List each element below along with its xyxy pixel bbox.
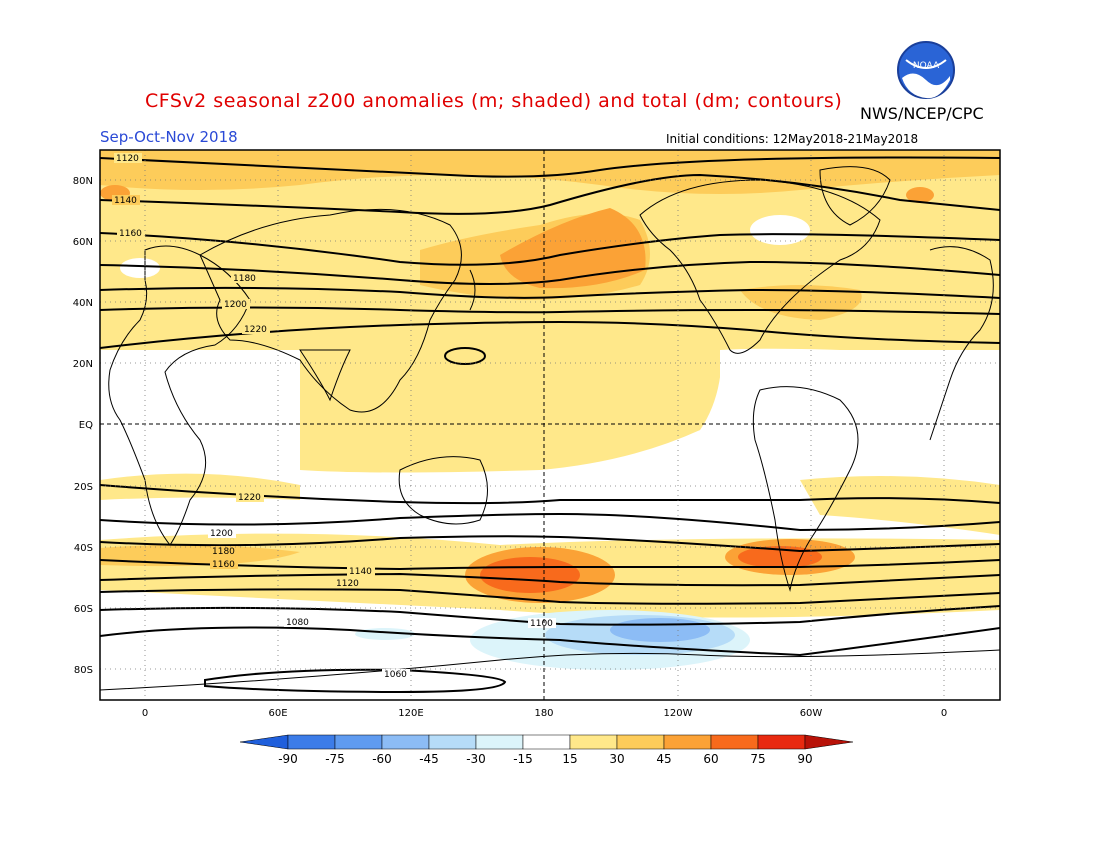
contour-label: 1120	[116, 154, 139, 164]
lat-label: 40S	[74, 543, 93, 554]
colorbar-tick-label: -60	[372, 752, 392, 766]
colorbar-swatch	[663, 734, 712, 750]
lat-label: 80S	[74, 665, 93, 676]
colorbar-tick-label: 90	[797, 752, 812, 766]
contour-label: 1220	[244, 325, 267, 335]
lon-label: 60E	[268, 708, 287, 719]
contour-label: 1100	[530, 619, 553, 629]
colorbar-tick-label: 60	[703, 752, 718, 766]
anomaly-polar-band	[100, 150, 1000, 194]
contour-label: 1060	[384, 670, 407, 680]
lon-label: 0	[941, 708, 947, 719]
colorbar-swatch	[381, 734, 430, 750]
colorbar-arrow-right	[804, 734, 854, 750]
lat-label: EQ	[79, 420, 93, 431]
contour-label-group: 1120 1140 1160 1180 1200 1220 1220 1200 …	[112, 153, 556, 680]
lon-label: 0	[142, 708, 148, 719]
contour-label: 1180	[233, 274, 256, 284]
contour-label: 1140	[349, 567, 372, 577]
lat-axis: 80N 60N 40N 20N EQ 20S 40S 60S 80S	[73, 176, 93, 676]
initial-conditions-label: Initial conditions: 12May2018-21May2018	[666, 132, 919, 146]
colorbar-tick-label: -75	[325, 752, 345, 766]
colorbar-tick-label: 75	[750, 752, 765, 766]
lat-label: 20N	[73, 359, 93, 370]
noaa-logo-icon: NOAA	[897, 41, 955, 99]
colorbar-tick-label: -45	[419, 752, 439, 766]
lat-label: 80N	[73, 176, 93, 187]
colorbar-swatch	[287, 734, 336, 750]
chart-title: CFSv2 seasonal z200 anomalies (m; shaded…	[145, 90, 843, 112]
lat-lon-grid	[100, 150, 1000, 700]
contour-label: 1080	[286, 618, 309, 628]
lon-label: 60W	[800, 708, 823, 719]
lon-axis: 0 60E 120E 180 120W 60W 0	[142, 708, 947, 719]
season-label: Sep-Oct-Nov 2018	[100, 128, 238, 146]
colorbar-tick-label: 45	[656, 752, 671, 766]
lat-label: 20S	[74, 482, 93, 493]
colorbar-swatch	[569, 734, 618, 750]
contour-label: 1140	[114, 196, 137, 206]
colorbar-tick-label: -15	[513, 752, 533, 766]
colorbar-swatch	[710, 734, 759, 750]
colorbar-swatch	[616, 734, 665, 750]
lat-label: 60S	[74, 604, 93, 615]
colorbar-tick-label: -90	[278, 752, 298, 766]
height-contours	[100, 156, 1000, 694]
contour-label: 1120	[336, 579, 359, 589]
lat-label: 60N	[73, 237, 93, 248]
lon-label: 120W	[664, 708, 693, 719]
colorbar-swatch	[757, 734, 806, 750]
contour-label: 1180	[212, 547, 235, 557]
logo-text: NOAA	[913, 61, 940, 71]
colorbar-arrow-left	[239, 734, 289, 750]
colorbar-tick-label: 30	[609, 752, 624, 766]
colorbar-swatch	[428, 734, 477, 750]
colorbar-swatch	[334, 734, 383, 750]
colorbar-tick-label: -30	[466, 752, 486, 766]
contour-label: 1160	[119, 229, 142, 239]
lat-label: 40N	[73, 298, 93, 309]
contour-label: 1220	[238, 493, 261, 503]
contour-label: 1200	[224, 300, 247, 310]
equator-dateline	[100, 150, 1000, 700]
lon-label: 180	[534, 708, 553, 719]
agency-label: NWS/NCEP/CPC	[860, 104, 984, 123]
lon-label: 120E	[398, 708, 423, 719]
contour-label: 1160	[212, 560, 235, 570]
contour-label: 1200	[210, 529, 233, 539]
north-pacific-anomaly-core	[500, 208, 646, 289]
map-frame	[99, 149, 1001, 701]
colorbar-tick-label: 15	[562, 752, 577, 766]
colorbar-swatch	[475, 734, 524, 750]
colorbar-swatch	[522, 734, 571, 750]
